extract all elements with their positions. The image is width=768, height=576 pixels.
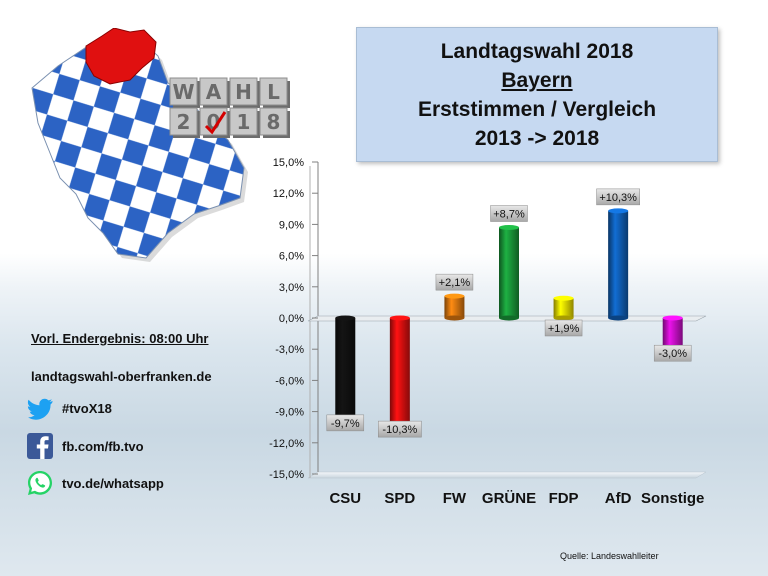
logo-tile: 1 xyxy=(229,107,260,138)
y-tick-label: 15,0% xyxy=(273,157,304,169)
facebook-link[interactable]: fb.com/fb.tvo xyxy=(27,433,144,459)
y-tick-label: 9,0% xyxy=(279,219,304,231)
whatsapp-link[interactable]: tvo.de/whatsapp xyxy=(27,470,164,496)
y-tick-label: -6,0% xyxy=(275,375,304,387)
facebook-url: fb.com/fb.tvo xyxy=(62,438,144,454)
svg-text:H: H xyxy=(235,80,252,104)
logo-tile: A xyxy=(199,77,230,108)
checkmark-icon xyxy=(204,111,227,135)
bar-value-label: +2,1% xyxy=(435,273,474,291)
bar-value-label: +8,7% xyxy=(490,205,528,222)
y-tick-label: -12,0% xyxy=(269,438,304,450)
svg-text:2: 2 xyxy=(177,110,191,134)
y-tick-label: -15,0% xyxy=(269,469,304,481)
title-line-1: Landtagswahl 2018 xyxy=(440,40,634,63)
website-link[interactable]: landtagswahl-oberfranken.de xyxy=(31,369,212,384)
logo-tile: 2 xyxy=(169,107,200,138)
svg-text:8: 8 xyxy=(267,110,281,134)
bar-value-label: -3,0% xyxy=(653,344,692,362)
bar-fw xyxy=(444,293,465,321)
title-line-2: Bayern xyxy=(501,69,573,92)
y-tick-label: 12,0% xyxy=(273,188,304,200)
x-category-label: Sonstige xyxy=(641,490,704,507)
y-tick-label: -9,0% xyxy=(275,407,304,419)
x-category-label: FW xyxy=(443,490,467,507)
bar-value-label: -10,3% xyxy=(378,420,422,438)
bar-spd xyxy=(389,315,410,428)
title-line-4: 2013 -> 2018 xyxy=(474,127,600,150)
bar-grne xyxy=(499,225,519,321)
bar-value-label: +10,3% xyxy=(596,188,640,206)
svg-text:A: A xyxy=(206,80,222,104)
bar-afd xyxy=(608,208,629,321)
svg-text:+8,7%: +8,7% xyxy=(493,209,525,221)
twitter-link[interactable]: #tvoX18 xyxy=(27,395,112,421)
chart-title-box: Landtagswahl 2018 Bayern Erststimmen / V… xyxy=(356,27,718,162)
x-category-label: FDP xyxy=(549,490,579,507)
logo-tile: L xyxy=(259,77,290,108)
y-tick-label: 3,0% xyxy=(279,282,304,294)
twitter-handle: #tvoX18 xyxy=(62,400,112,416)
y-tick-label: -3,0% xyxy=(275,344,304,356)
result-time: Vorl. Endergebnis: 08:00 Uhr xyxy=(31,331,209,346)
x-category-label: AfD xyxy=(605,490,632,507)
svg-text:+1,9%: +1,9% xyxy=(548,323,580,335)
source-note: Quelle: Landeswahlleiter xyxy=(560,551,659,561)
x-category-label: SPD xyxy=(384,490,415,507)
x-category-label: GRÜNE xyxy=(482,490,536,507)
svg-text:-9,7%: -9,7% xyxy=(331,418,360,430)
whatsapp-url: tvo.de/whatsapp xyxy=(62,475,164,491)
svg-text:+10,3%: +10,3% xyxy=(599,192,637,204)
logo-tile: 0 xyxy=(199,107,230,138)
title-line-3: Erststimmen / Vergleich xyxy=(417,98,657,121)
whatsapp-icon xyxy=(28,471,52,495)
bar-csu xyxy=(335,315,356,422)
bar-fdp xyxy=(553,295,574,321)
y-tick-label: 0,0% xyxy=(279,313,304,325)
logo-tile: H xyxy=(229,77,260,108)
svg-text:W: W xyxy=(172,80,194,104)
bar-value-label: -9,7% xyxy=(326,414,365,432)
svg-text:-10,3%: -10,3% xyxy=(382,424,417,436)
y-tick-label: 6,0% xyxy=(279,251,304,263)
twitter-icon xyxy=(27,398,53,420)
svg-text:+2,1%: +2,1% xyxy=(439,277,471,289)
svg-text:-3,0%: -3,0% xyxy=(658,348,687,360)
facebook-icon xyxy=(27,433,53,459)
svg-text:L: L xyxy=(267,80,280,104)
logo-tile: 8 xyxy=(259,107,290,138)
svg-text:1: 1 xyxy=(237,110,251,134)
wahl-2018-logo: W A H L 2 0 1 8 xyxy=(169,77,290,138)
x-category-label: CSU xyxy=(329,490,361,507)
logo-tile: W xyxy=(169,77,200,108)
bar-value-label: +1,9% xyxy=(544,319,583,337)
